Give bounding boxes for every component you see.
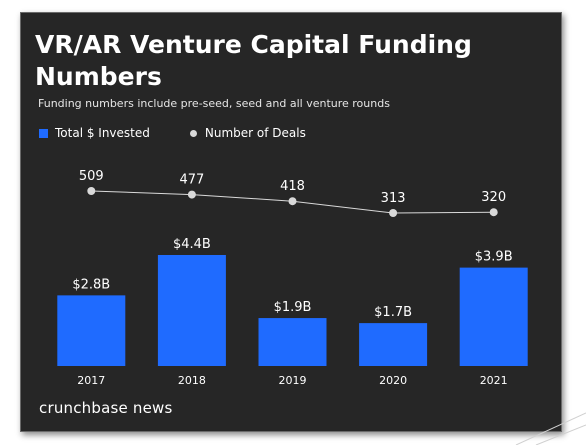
deals-label-2020: 313 [381, 191, 406, 206]
bar-label-2019: $1.9B [274, 300, 312, 315]
deals-point-2018 [187, 190, 196, 199]
x-tick-2019: 2019 [279, 374, 307, 387]
x-tick-2017: 2017 [77, 374, 105, 387]
chart-subtitle: Funding numbers include pre-seed, seed a… [38, 97, 390, 110]
bar-label-2018: $4.4B [173, 237, 211, 252]
x-tick-2021: 2021 [480, 374, 508, 387]
bar-label-2017: $2.8B [72, 277, 110, 292]
brand-logo: crunchbase news [39, 399, 173, 417]
chart-plot: $2.8B 2017 $4.4B 2018 $1.9B 2019 $1.7B 2020 $3.9… [57, 169, 528, 387]
deals-label-2021: 320 [481, 190, 506, 205]
bar-label-2020: $1.7B [374, 305, 412, 320]
deals-label-2018: 477 [179, 173, 204, 188]
bar-2020 [359, 323, 428, 366]
legend-label-deals: Number of Deals [204, 126, 306, 140]
bar-2017 [57, 295, 126, 366]
deals-label-2017: 509 [79, 169, 104, 184]
bar-2018 [157, 255, 226, 366]
deals-point-2021 [489, 208, 498, 217]
deals-label-2019: 418 [280, 179, 305, 194]
legend: Total $ Invested Number of Deals [39, 126, 346, 140]
bar-2019 [258, 318, 327, 366]
legend-swatch-dot [189, 129, 197, 137]
bar-2021 [459, 267, 528, 366]
chart-card: VR/AR Venture Capital Funding Numbers Fu… [20, 12, 562, 432]
chart-title: VR/AR Venture Capital Funding Numbers [35, 30, 472, 91]
x-tick-2020: 2020 [379, 374, 407, 387]
bar-label-2021: $3.9B [475, 250, 513, 265]
deals-point-2019 [288, 197, 297, 206]
deals-point-2017 [87, 187, 96, 195]
deals-point-2020 [389, 209, 398, 217]
legend-label-invested: Total $ Invested [55, 126, 150, 140]
legend-item-invested: Total $ Invested [39, 126, 150, 140]
legend-item-deals: Number of Deals [189, 126, 306, 140]
legend-swatch-bar [39, 128, 48, 138]
x-tick-2018: 2018 [178, 374, 206, 387]
corner-decoration [515, 412, 586, 445]
